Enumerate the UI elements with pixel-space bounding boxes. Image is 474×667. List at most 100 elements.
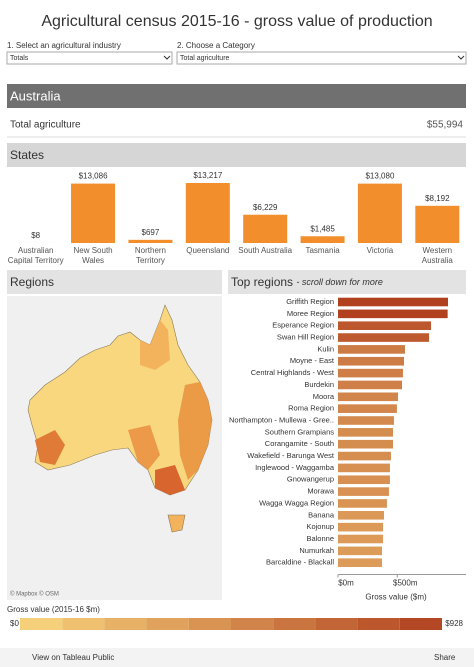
bar	[338, 297, 448, 307]
map-region	[155, 465, 185, 495]
section-header	[228, 270, 466, 294]
section-title: States	[10, 148, 44, 162]
legend-swatch	[315, 618, 358, 630]
bar	[300, 236, 345, 243]
legend-swatch	[62, 618, 105, 630]
dropdown-value[interactable]: Totals	[10, 55, 29, 62]
category-label: Swan Hill Region	[277, 333, 334, 342]
legend-swatch	[231, 618, 274, 630]
bar	[338, 380, 403, 390]
category-label: Northern Territory	[134, 246, 166, 265]
category-label: New South Wales	[73, 246, 113, 265]
footer	[0, 648, 474, 667]
category-label: Moyne - East	[290, 356, 335, 365]
dropdown-arrow	[457, 55, 465, 60]
category-label: Numurkah	[299, 546, 334, 555]
category-label: Australian Capital Territory	[7, 246, 64, 265]
section-header	[7, 143, 466, 167]
category-label: Corangamite - South	[265, 439, 334, 448]
bar	[338, 428, 393, 437]
category-label: Griffith Region	[286, 297, 334, 306]
map-region	[178, 382, 212, 480]
dropdown-value[interactable]: Total agriculture	[180, 55, 230, 62]
bar	[338, 392, 398, 402]
bar	[243, 214, 288, 243]
x-tick-label: $0m	[338, 579, 354, 588]
filter-label: 2. Choose a Category	[177, 41, 255, 50]
filter-label: 1. Select an agricultural industry	[7, 41, 121, 50]
dropdown[interactable]	[6, 51, 173, 65]
bar	[185, 183, 230, 243]
legend-swatch	[399, 618, 442, 630]
category-label: Queensland	[186, 246, 230, 255]
section-title: Australia	[10, 88, 61, 103]
section-title: Top regions - scroll down for more	[231, 275, 383, 289]
category-label: Western Australia	[421, 246, 453, 265]
bar	[338, 404, 397, 413]
bar	[338, 511, 384, 520]
legend-swatch	[357, 618, 400, 630]
category-label: Kulin	[317, 344, 334, 353]
bar	[338, 463, 390, 473]
bar	[338, 546, 382, 556]
value-label: $13,080	[365, 172, 394, 181]
map-attribution: © Mapbox © OSM	[10, 591, 59, 598]
footer-link[interactable]: View on Tableau Public	[32, 653, 114, 662]
legend-swatch	[188, 618, 231, 630]
map-region	[128, 425, 160, 470]
map[interactable]: © Mapbox © OSM	[7, 296, 222, 600]
bar	[338, 534, 384, 544]
share-button[interactable]: Share	[434, 653, 456, 662]
category-label: Esperance Region	[272, 321, 334, 330]
bar	[128, 239, 173, 243]
legend-swatch	[146, 618, 189, 630]
map-region	[140, 320, 170, 370]
category-label: Wakefield - Barunga West	[247, 451, 335, 460]
tasmania	[167, 514, 186, 533]
category-label: Moora	[313, 392, 335, 401]
legend-swatch	[104, 618, 147, 630]
map-region	[35, 430, 65, 465]
bar	[338, 309, 448, 319]
category-label: Gnowangerup	[287, 475, 334, 484]
section-title: Regions	[10, 275, 54, 289]
legend-title: Gross value (2015-16 $m)	[7, 605, 100, 614]
category-label: Southern Grampians	[265, 427, 334, 436]
category-label: Moree Region	[287, 309, 334, 318]
legend-swatch	[273, 618, 316, 630]
title: Agricultural census 2015-16 - gross valu…	[41, 13, 432, 30]
legend-min: $0	[10, 619, 19, 628]
value-label: $697	[142, 228, 160, 237]
category-label: Tasmania	[305, 246, 340, 255]
category-label: Balonne	[306, 534, 334, 543]
bar	[338, 558, 382, 567]
dropdown[interactable]	[176, 51, 467, 65]
bar	[338, 439, 393, 449]
value-label: $8	[31, 231, 40, 240]
value-label: $8,192	[425, 194, 450, 203]
bar	[338, 368, 403, 378]
category-label: South Australia	[238, 246, 293, 255]
section-subtitle: - scroll down for more	[296, 277, 383, 287]
category-label: Victoria	[366, 246, 394, 255]
bar	[338, 416, 394, 425]
value-label: $1,485	[310, 224, 335, 233]
value-label: $13,086	[79, 172, 108, 181]
category-label: Banana	[308, 510, 335, 519]
legend-max: $928	[445, 619, 463, 628]
category-label: Central Highlands - West	[251, 368, 335, 377]
bar	[71, 183, 116, 243]
dropdown-arrow	[163, 55, 171, 60]
bar	[357, 183, 402, 243]
measure-name: Total agriculture	[10, 120, 81, 131]
category-label: Barcaldine - Blackall	[266, 558, 334, 567]
bar	[338, 499, 387, 508]
bar	[338, 487, 389, 496]
bar	[338, 345, 405, 354]
category-label: Northampton - Mullewa - Gree..	[229, 415, 334, 424]
category-label: Burdekin	[304, 380, 334, 389]
section-header	[7, 84, 466, 108]
bar	[338, 321, 432, 330]
